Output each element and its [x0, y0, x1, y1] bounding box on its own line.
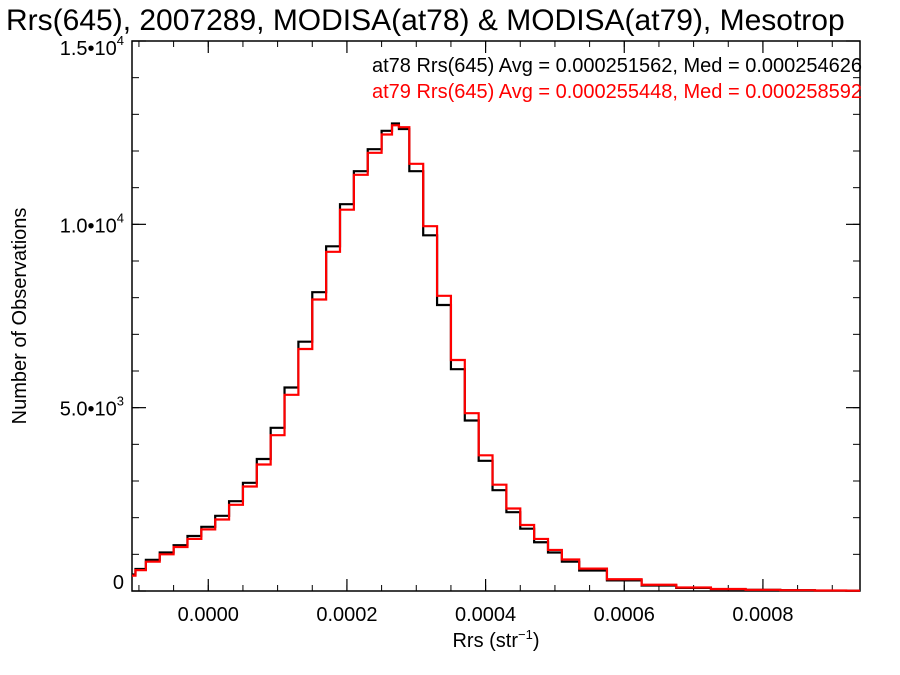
- chart-title: Rrs(645), 2007289, MODISA(at78) & MODISA…: [6, 4, 845, 37]
- x-axis: 0.0000 0.0002 0.0004 0.0006 0.0008: [138, 41, 833, 626]
- x-tick-label: 0.0002: [316, 604, 377, 626]
- y-tick-label: 1.5•104: [60, 33, 124, 60]
- y-axis: 0 5.0•103 1.0•104 1.5•104: [60, 33, 860, 594]
- legend-entry-at79: at79 Rrs(645) Avg = 0.000255448, Med = 0…: [372, 81, 862, 103]
- y-axis-label: Number of Observations: [9, 208, 31, 425]
- y-tick-label: 1.0•104: [60, 210, 124, 237]
- series-layer: [132, 122, 860, 592]
- x-axis-label: Rrs (str−1): [452, 627, 539, 652]
- x-tick-label: 0.0004: [455, 604, 516, 626]
- y-tick-label: 0: [113, 572, 124, 594]
- legend-entry-at78: at78 Rrs(645) Avg = 0.000251562, Med = 0…: [372, 55, 862, 77]
- x-tick-label: 0.0006: [594, 604, 655, 626]
- x-tick-label: 0.0008: [732, 604, 793, 626]
- y-tick-label: 5.0•103: [60, 394, 124, 421]
- series-at78-line: [132, 122, 860, 592]
- plot-frame: [131, 40, 861, 592]
- x-tick-label: 0.0000: [178, 604, 239, 626]
- series-at79-line: [132, 124, 860, 592]
